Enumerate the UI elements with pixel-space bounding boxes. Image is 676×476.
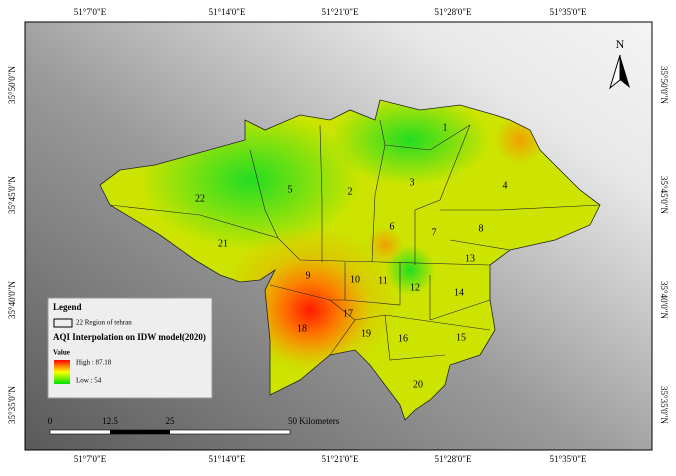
region-label: 12 — [410, 282, 420, 293]
legend: Legend 22 Region of tehran AQI Interpola… — [47, 297, 213, 399]
legend-high: High : 87.18 — [76, 359, 112, 367]
region-label: 4 — [503, 180, 508, 191]
north-label: N — [616, 37, 625, 51]
region-label: 14 — [454, 287, 464, 298]
region-label: 21 — [218, 238, 228, 249]
region-label: 3 — [410, 177, 415, 188]
region-label: 2 — [348, 186, 353, 197]
region-boundaries — [109, 119, 601, 361]
region-label: 17 — [343, 308, 353, 319]
latitude-label: 35°45'0"N — [7, 176, 17, 214]
north-arrow: N — [609, 37, 630, 90]
scale-label: 50 Kilometers — [288, 416, 340, 426]
longitude-label: 51°21'0"E — [322, 454, 359, 464]
longitude-label: 51°28'0"E — [435, 454, 472, 464]
region-label: 13 — [465, 253, 475, 264]
region-label: 8 — [479, 223, 484, 234]
coordinate-labels: 51°7'0"E 51°7'0"E 51°14'0"E 51°14'0"E 51°21'… — [7, 7, 669, 464]
latitude-label: 35°35'0"N — [659, 386, 669, 424]
region-label: 7 — [432, 227, 437, 238]
latitude-label: 35°35'0"N — [7, 386, 17, 424]
latitude-label: 35°40'0"N — [659, 281, 669, 319]
region-label: 15 — [456, 332, 466, 343]
legend-value-title: Value — [53, 349, 70, 357]
region-label: 19 — [361, 328, 371, 339]
region-label: 22 — [195, 193, 205, 204]
longitude-label: 51°7'0"E — [74, 7, 107, 17]
region-label: 1 — [443, 122, 448, 133]
scale-label: 25 — [166, 416, 176, 426]
region-label: 5 — [288, 184, 293, 195]
region-label: 9 — [306, 270, 311, 281]
scale-label: 12.5 — [102, 416, 118, 426]
legend-boundary: 22 Region of tehran — [76, 319, 132, 327]
longitude-label: 51°35'0"E — [550, 454, 587, 464]
region-label: 16 — [398, 333, 408, 344]
longitude-label: 51°7'0"E — [74, 454, 107, 464]
longitude-label: 51°35'0"E — [550, 7, 587, 17]
region-label: 6 — [390, 221, 395, 232]
longitude-label: 51°14'0"E — [209, 454, 246, 464]
region-label: 11 — [378, 275, 388, 286]
region-label: 10 — [350, 274, 360, 285]
latitude-label: 35°40'0"N — [7, 281, 17, 319]
latitude-label: 35°50'0"N — [659, 66, 669, 104]
region-label: 18 — [297, 323, 307, 334]
scale-label: 0 — [48, 416, 53, 426]
longitude-label: 51°21'0"E — [322, 7, 359, 17]
legend-low: Low : 54 — [76, 377, 102, 385]
latitude-label: 35°45'0"N — [659, 176, 669, 214]
longitude-label: 51°28'0"E — [435, 7, 472, 17]
latitude-label: 35°50'0"N — [7, 66, 17, 104]
legend-map-title: AQI Interpolation on IDW model(2020) — [53, 332, 206, 342]
scale-bar: 0 12.5 25 50 Kilometers — [48, 416, 340, 435]
region-label: 20 — [413, 379, 423, 390]
longitude-label: 51°14'0"E — [209, 7, 246, 17]
legend-title: Legend — [53, 302, 82, 312]
